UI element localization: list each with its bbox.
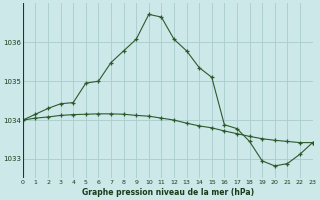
- X-axis label: Graphe pression niveau de la mer (hPa): Graphe pression niveau de la mer (hPa): [82, 188, 254, 197]
